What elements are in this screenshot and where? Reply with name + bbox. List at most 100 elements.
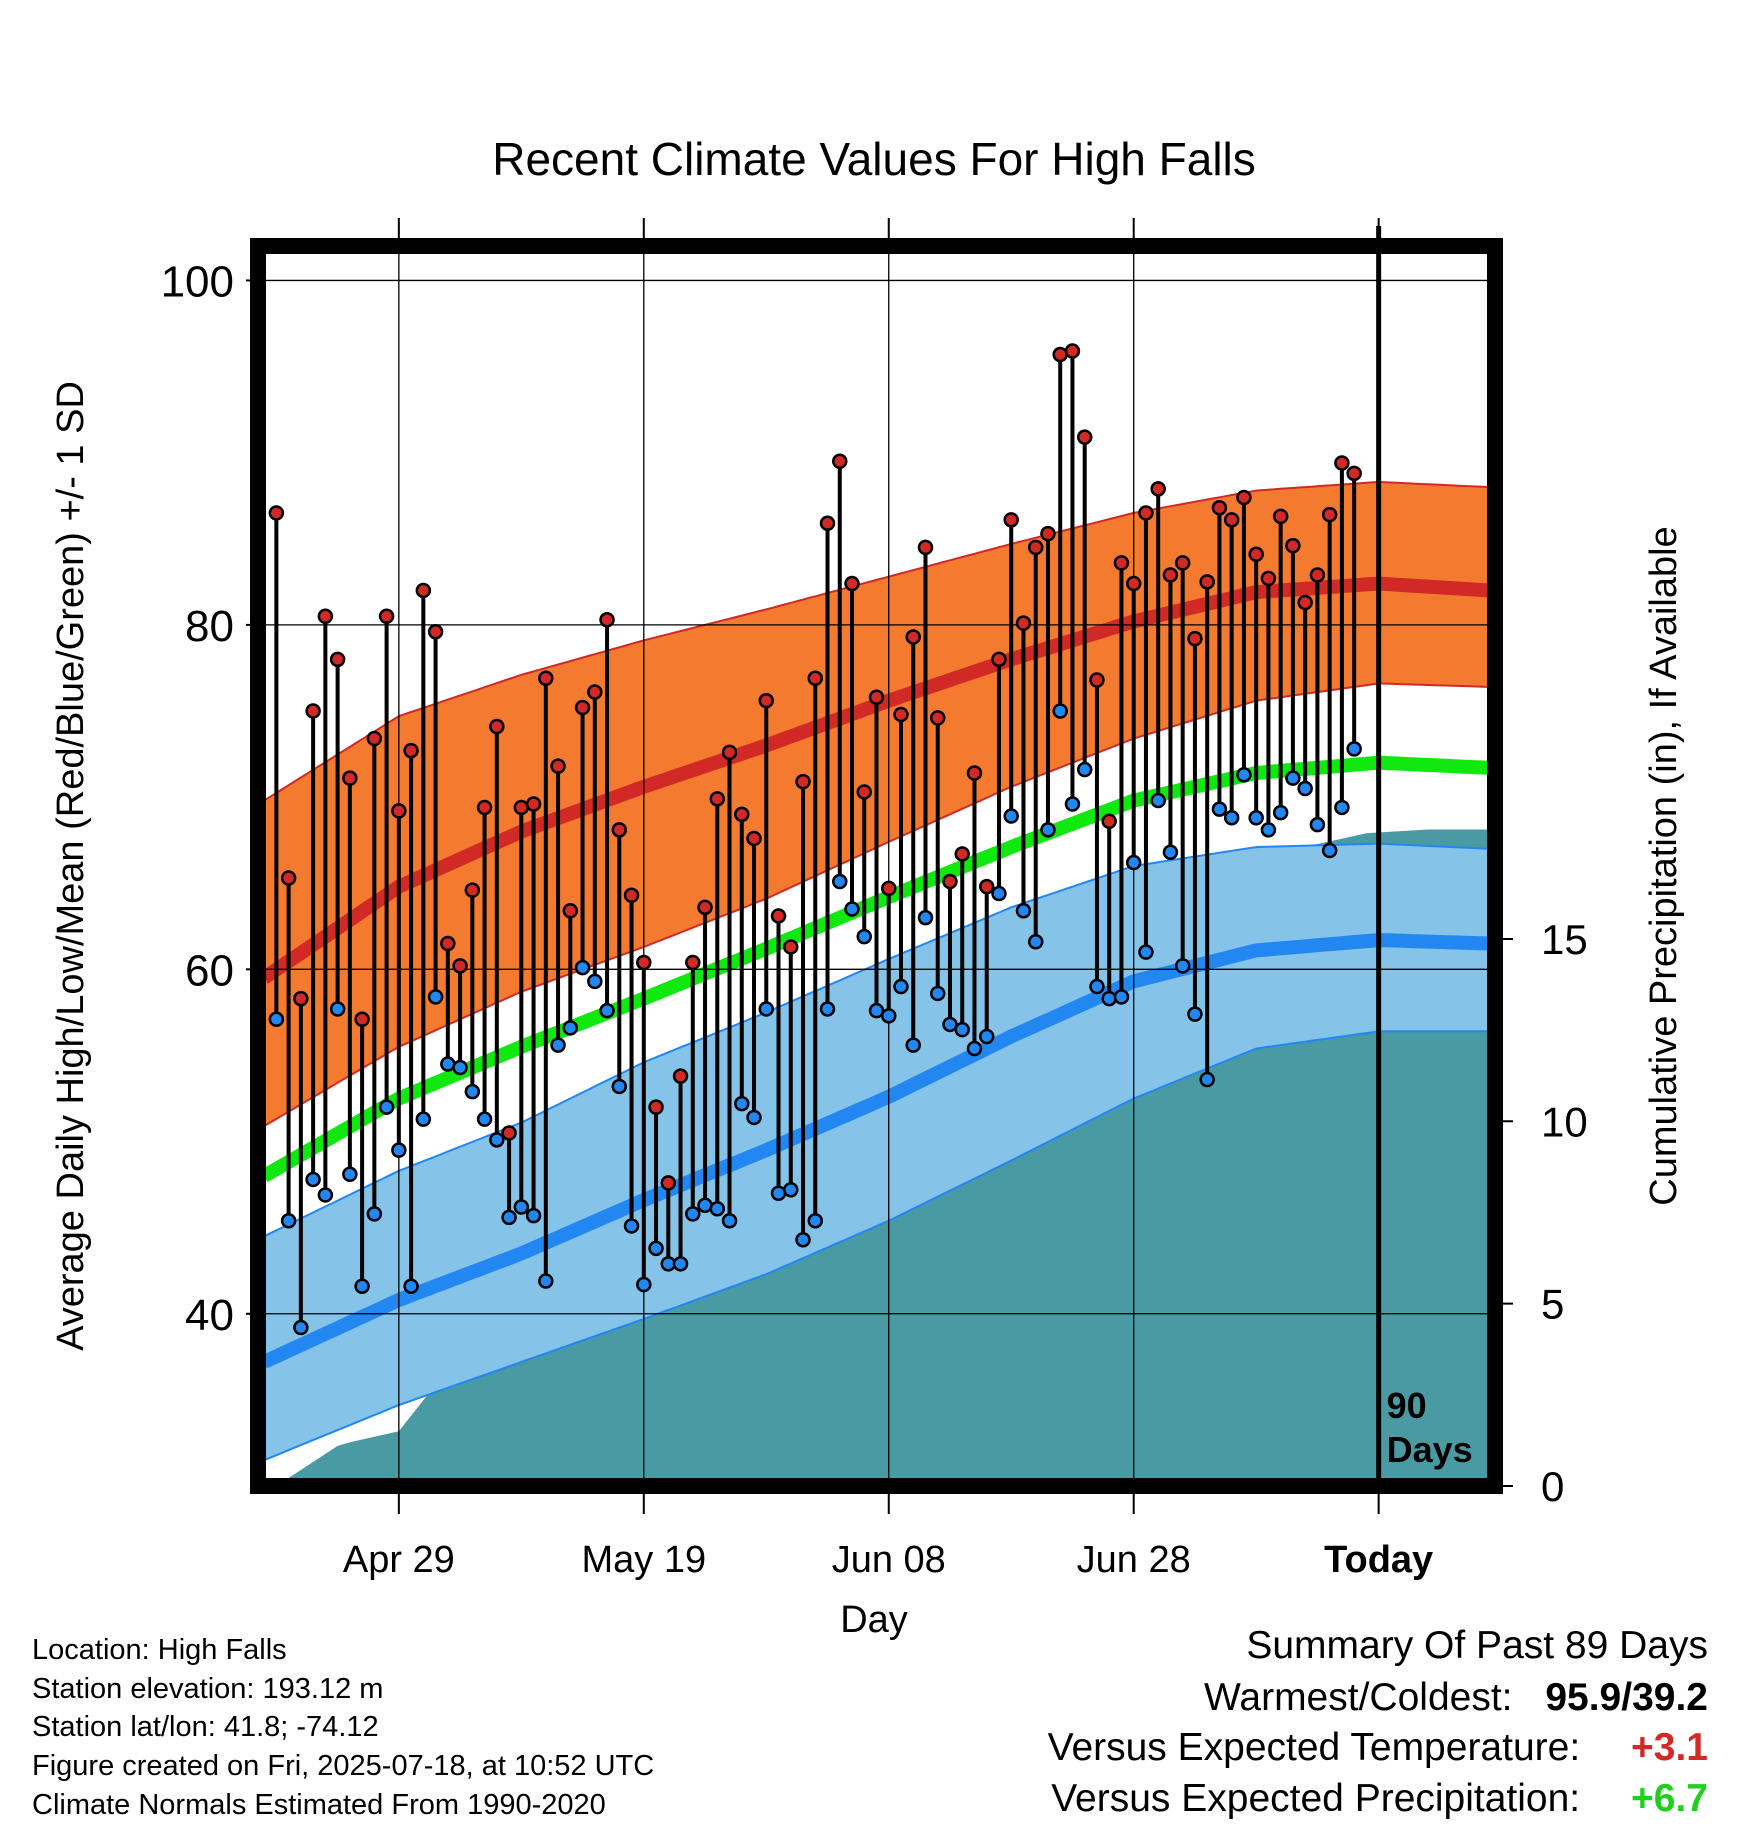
daily-low-point <box>978 1028 995 1045</box>
daily-high-point <box>734 806 750 823</box>
daily-low-point <box>929 985 946 1002</box>
daily-low-point <box>366 1206 383 1222</box>
daily-low-point <box>587 973 603 990</box>
daily-high-point <box>868 689 885 705</box>
low-normal-line <box>261 933 1490 1369</box>
daily-low-point <box>1138 944 1154 960</box>
daily-high-point <box>1223 512 1240 528</box>
daily-high-point <box>893 706 909 723</box>
daily-low-point <box>697 1197 713 1214</box>
daily-high-point <box>1052 346 1068 363</box>
daily-high-point <box>1309 567 1326 583</box>
daily-low-point <box>268 1011 285 1028</box>
daily-high-point <box>783 939 799 955</box>
summary-temp-value: +3.1 <box>1631 1726 1708 1769</box>
daily-low-point <box>709 1200 726 1217</box>
daily-low-point <box>893 978 909 995</box>
daily-high-point <box>305 703 321 719</box>
y-tick-label: 40 <box>185 1291 234 1340</box>
daily-low-point <box>880 1008 897 1024</box>
daily-low-point <box>1162 844 1179 860</box>
location-text: Location: High Falls <box>32 1634 287 1666</box>
daily-high-point <box>1285 537 1301 554</box>
daily-low-point <box>1321 842 1338 859</box>
daily-high-point <box>819 515 836 532</box>
low-sd-band <box>264 843 1489 1461</box>
daily-low-point <box>1236 766 1252 783</box>
daily-low-point <box>905 1037 921 1053</box>
daily-high-point <box>293 990 309 1007</box>
daily-low-point <box>562 1020 579 1036</box>
daily-low-point <box>991 885 1007 902</box>
daily-low-point <box>611 1078 628 1095</box>
y2-axis-label: Cumulative Precipitation (in), If Availa… <box>1643 526 1685 1205</box>
daily-low-point <box>721 1213 738 1229</box>
y-tick-label: 80 <box>185 602 234 651</box>
y-tick-label: 100 <box>161 257 234 306</box>
daily-low-point <box>476 1111 493 1127</box>
daily-low-point <box>770 1185 787 1201</box>
daily-low-point <box>856 928 873 945</box>
daily-low-point <box>1309 816 1326 833</box>
daily-high-point <box>342 770 358 786</box>
daily-high-point <box>709 791 726 807</box>
daily-high-point <box>697 899 713 916</box>
daily-low-point <box>1003 808 1019 824</box>
daily-high-point <box>966 765 983 781</box>
daily-high-point <box>501 1125 517 1141</box>
daily-low-point <box>672 1256 689 1272</box>
daily-high-point <box>660 1175 677 1191</box>
daily-high-point <box>354 1011 370 1028</box>
daily-high-point <box>1321 506 1338 523</box>
daily-high-point <box>880 880 897 897</box>
daily-high-point <box>378 608 395 625</box>
daily-low-point <box>378 1099 395 1115</box>
daily-low-point <box>1187 1006 1203 1022</box>
daily-high-point <box>1150 481 1166 497</box>
daily-high-point <box>1272 508 1289 525</box>
daily-low-point <box>685 1206 701 1222</box>
daily-low-point <box>1064 796 1081 812</box>
daily-high-point <box>942 873 958 890</box>
x-axis-label: Day <box>840 1599 908 1641</box>
daily-low-point <box>317 1187 334 1203</box>
daily-high-point <box>672 1068 689 1084</box>
daily-high-point <box>489 718 505 735</box>
daily-low-point <box>354 1278 370 1294</box>
daily-low-point <box>954 1021 970 1038</box>
daily-low-point <box>1285 770 1301 786</box>
daily-low-point <box>513 1199 530 1215</box>
daily-low-point <box>415 1111 432 1127</box>
daily-high-point <box>636 954 652 971</box>
daily-high-point <box>391 803 407 819</box>
daily-high-point <box>795 773 811 790</box>
daily-low-point <box>293 1319 309 1336</box>
today-marker-label: Days <box>1387 1429 1473 1470</box>
daily-low-point <box>1015 903 1032 919</box>
daily-low-point <box>489 1132 505 1148</box>
daily-low-point <box>464 1083 481 1100</box>
latlon-text: Station lat/lon: 41.8; -74.12 <box>32 1711 379 1743</box>
daily-low-point <box>746 1109 762 1126</box>
daily-high-point <box>1076 429 1093 445</box>
daily-high-point <box>476 799 493 816</box>
y2-tick-label: 5 <box>1541 1281 1564 1328</box>
daily-high-point <box>978 878 995 895</box>
daily-high-point <box>832 453 848 470</box>
chart-title: Recent Climate Values For High Falls <box>492 133 1256 185</box>
daily-low-point <box>525 1207 542 1224</box>
daily-high-point <box>525 796 542 812</box>
daily-low-point <box>1223 810 1240 826</box>
today-marker-label: 90 <box>1387 1385 1427 1426</box>
daily-high-point <box>415 582 432 599</box>
daily-low-point <box>623 1218 640 1234</box>
daily-low-point <box>427 989 444 1005</box>
daily-high-point <box>1162 567 1179 583</box>
daily-high-point <box>917 539 934 556</box>
daily-high-point <box>1211 500 1228 516</box>
daily-low-point <box>1199 1071 1215 1088</box>
daily-high-point <box>1003 512 1019 528</box>
created-text: Figure created on Fri, 2025-07-18, at 10… <box>32 1750 655 1782</box>
daily-high-point <box>1346 465 1362 482</box>
